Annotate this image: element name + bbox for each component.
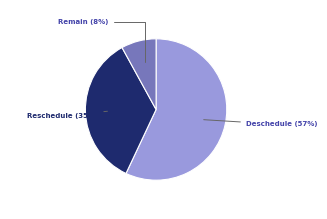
Wedge shape [85,48,156,173]
Text: Deschedule (57%): Deschedule (57%) [204,120,318,127]
Text: Reschedule (35%): Reschedule (35%) [27,111,107,119]
Wedge shape [122,39,156,110]
Text: Remain (8%): Remain (8%) [58,19,145,62]
Wedge shape [126,39,227,180]
